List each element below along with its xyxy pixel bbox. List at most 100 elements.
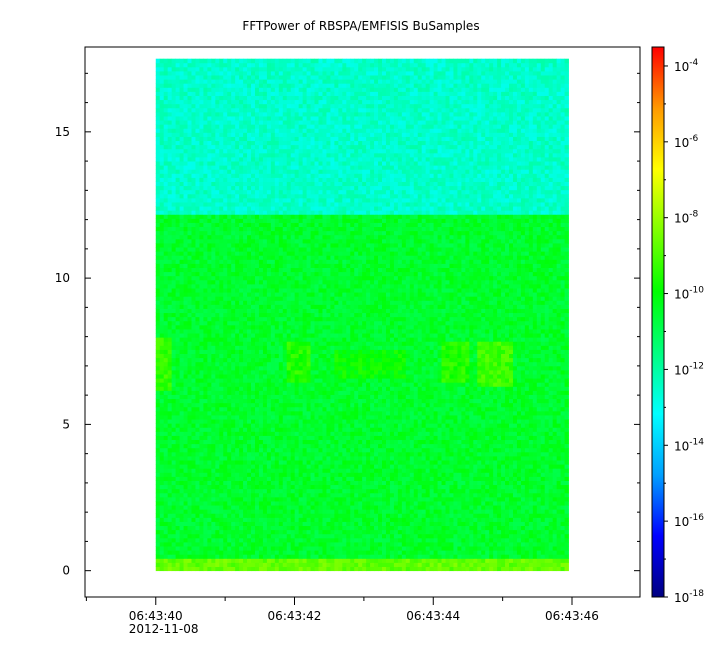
spectrogram-cell bbox=[195, 378, 200, 383]
spectrogram-cell bbox=[270, 492, 276, 498]
spectrogram-cell bbox=[457, 546, 462, 551]
spectrogram-cell bbox=[306, 521, 311, 527]
spectrogram-cell bbox=[481, 406, 486, 412]
spectrogram-cell bbox=[421, 415, 427, 420]
spectrogram-cell bbox=[564, 501, 569, 506]
spectrogram-cell bbox=[548, 402, 554, 408]
spectrogram-cell bbox=[520, 488, 526, 494]
spectrogram-cell bbox=[354, 537, 359, 543]
spectrogram-cell bbox=[266, 406, 272, 412]
spectrogram-cell bbox=[540, 455, 546, 461]
spectrogram-cell bbox=[497, 382, 502, 387]
spectrogram-cell bbox=[493, 427, 498, 432]
spectrogram-cell bbox=[203, 554, 208, 559]
spectrogram-cell bbox=[247, 566, 252, 572]
spectrogram-cell bbox=[536, 537, 542, 543]
spectrogram-cell bbox=[505, 415, 510, 420]
spectrogram-cell bbox=[298, 398, 304, 404]
spectrogram-cell bbox=[239, 472, 244, 477]
spectrogram-cell bbox=[540, 443, 546, 449]
spectrogram-cell bbox=[409, 546, 415, 551]
spectrogram-cell bbox=[330, 451, 335, 457]
spectrogram-cell bbox=[509, 423, 514, 428]
spectrogram-cell bbox=[318, 402, 323, 408]
spectrogram-cell bbox=[195, 484, 200, 490]
spectrogram-cell bbox=[354, 480, 359, 486]
spectrogram-cell bbox=[425, 402, 431, 408]
spectrogram-cell bbox=[520, 394, 526, 400]
spectrogram-cell bbox=[294, 423, 300, 428]
spectrogram-cell bbox=[385, 410, 391, 416]
spectrogram-cell bbox=[465, 472, 470, 477]
spectrogram-cell bbox=[322, 460, 327, 465]
spectrogram-cell bbox=[211, 509, 216, 514]
spectrogram-cell bbox=[385, 398, 391, 404]
spectrogram-cell bbox=[445, 386, 450, 391]
spectrogram-cell bbox=[318, 460, 323, 465]
spectrogram-cell bbox=[461, 566, 466, 572]
spectrogram-cell bbox=[243, 513, 248, 518]
spectrogram-cell bbox=[544, 468, 550, 473]
spectrogram-cell bbox=[239, 439, 244, 445]
spectrogram-cell bbox=[445, 550, 450, 555]
spectrogram-cell bbox=[155, 464, 161, 469]
spectrogram-cell bbox=[497, 554, 502, 559]
spectrogram-cell bbox=[338, 480, 343, 486]
spectrogram-cell bbox=[389, 402, 395, 408]
spectrogram-cell bbox=[441, 505, 446, 510]
spectrogram-cell bbox=[497, 562, 502, 567]
spectrogram-cell bbox=[167, 542, 173, 547]
spectrogram-cell bbox=[239, 423, 244, 428]
spectrogram-cell bbox=[366, 509, 371, 514]
spectrogram-cell bbox=[505, 374, 510, 379]
spectrogram-cell bbox=[334, 537, 339, 543]
spectrogram-cell bbox=[429, 431, 434, 436]
spectrogram-cell bbox=[191, 378, 196, 383]
spectrogram-cell bbox=[382, 394, 387, 400]
spectrogram-cell bbox=[167, 558, 173, 563]
spectrogram-cell bbox=[417, 439, 423, 445]
spectrogram-cell bbox=[497, 550, 502, 555]
spectrogram-cell bbox=[374, 390, 379, 395]
spectrogram-cell bbox=[358, 562, 363, 567]
spectrogram-cell bbox=[302, 382, 307, 387]
spectrogram-cell bbox=[449, 501, 454, 506]
spectrogram-cell bbox=[485, 451, 490, 457]
spectrogram-cell bbox=[338, 558, 343, 563]
spectrogram-cell bbox=[524, 537, 530, 543]
spectrogram-cell bbox=[155, 439, 161, 445]
spectrogram-cell bbox=[326, 517, 331, 522]
spectrogram-cell bbox=[167, 460, 173, 465]
spectrogram-cell bbox=[552, 542, 558, 547]
spectrogram-cell bbox=[366, 558, 371, 563]
spectrogram-cell bbox=[362, 521, 367, 527]
spectrogram-cell bbox=[532, 406, 538, 412]
spectrogram-cell bbox=[461, 435, 466, 441]
spectrogram-cell bbox=[429, 472, 434, 477]
spectrogram-cell bbox=[393, 521, 399, 527]
spectrogram-cell bbox=[501, 521, 506, 527]
spectrogram-cell bbox=[215, 501, 220, 506]
spectrogram-cell bbox=[520, 402, 526, 408]
spectrogram-cell bbox=[524, 468, 530, 473]
spectrogram-cell bbox=[370, 562, 375, 567]
spectrogram-cell bbox=[346, 419, 351, 424]
spectrogram-cell bbox=[389, 439, 395, 445]
spectrogram-cell bbox=[239, 492, 244, 498]
spectrogram-cell bbox=[243, 382, 248, 387]
spectrogram-cell bbox=[171, 423, 177, 428]
spectrogram-cell bbox=[251, 550, 256, 555]
spectrogram-cell bbox=[231, 427, 236, 432]
spectrogram-cell bbox=[493, 521, 498, 527]
spectrogram-cell bbox=[409, 554, 415, 559]
spectrogram-cell bbox=[552, 378, 558, 383]
spectrogram-cell bbox=[485, 492, 490, 498]
spectrogram-cell bbox=[326, 484, 331, 490]
spectrogram-cell bbox=[179, 566, 184, 572]
spectrogram-cell bbox=[370, 492, 375, 498]
spectrogram-cell bbox=[397, 484, 403, 490]
spectrogram-cell bbox=[251, 496, 256, 502]
spectrogram-cell bbox=[552, 550, 558, 555]
spectrogram-cell bbox=[282, 460, 288, 465]
spectrogram-cell bbox=[370, 542, 375, 547]
